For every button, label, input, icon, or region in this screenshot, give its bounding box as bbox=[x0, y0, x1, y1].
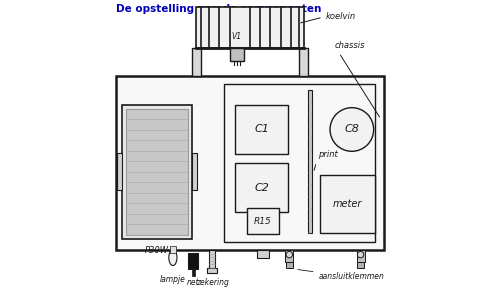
Text: R15: R15 bbox=[254, 217, 272, 226]
Bar bbox=[300, 48, 308, 76]
Text: net: net bbox=[187, 278, 200, 287]
Bar bbox=[196, 7, 304, 48]
Bar bbox=[230, 48, 244, 61]
Text: V1: V1 bbox=[232, 32, 242, 41]
Text: C2: C2 bbox=[254, 183, 269, 193]
Bar bbox=[170, 246, 175, 253]
Bar bbox=[209, 250, 216, 268]
Bar bbox=[236, 163, 288, 212]
Bar bbox=[320, 175, 375, 233]
Text: P30W: P30W bbox=[145, 246, 169, 255]
Bar bbox=[236, 105, 288, 154]
Text: zekering: zekering bbox=[196, 278, 228, 287]
Text: C8: C8 bbox=[344, 125, 360, 134]
Text: meter: meter bbox=[333, 199, 362, 209]
Text: chassis: chassis bbox=[334, 41, 380, 117]
Bar bbox=[207, 268, 218, 273]
Bar bbox=[116, 153, 122, 190]
Bar bbox=[256, 250, 270, 258]
Circle shape bbox=[330, 108, 374, 151]
Text: koelvin: koelvin bbox=[300, 12, 356, 23]
Text: aansluitklemmen: aansluitklemmen bbox=[298, 269, 384, 281]
Circle shape bbox=[358, 251, 364, 258]
Bar bbox=[188, 253, 198, 269]
Bar bbox=[192, 153, 197, 190]
Bar bbox=[192, 48, 200, 76]
Bar bbox=[285, 250, 294, 262]
Bar bbox=[224, 84, 375, 242]
Bar bbox=[356, 250, 364, 262]
Bar bbox=[286, 262, 293, 268]
Bar bbox=[122, 105, 192, 239]
Bar bbox=[247, 208, 279, 234]
Bar bbox=[357, 262, 364, 268]
Bar bbox=[308, 90, 312, 233]
Text: lampje: lampje bbox=[160, 275, 186, 284]
Text: De opstelling van de componenten: De opstelling van de componenten bbox=[116, 4, 322, 14]
Bar bbox=[126, 109, 188, 235]
Text: print: print bbox=[314, 150, 338, 170]
Text: C1: C1 bbox=[254, 125, 269, 134]
Ellipse shape bbox=[169, 250, 177, 265]
Bar bbox=[192, 269, 194, 276]
Bar bbox=[116, 76, 384, 250]
Circle shape bbox=[286, 251, 292, 258]
